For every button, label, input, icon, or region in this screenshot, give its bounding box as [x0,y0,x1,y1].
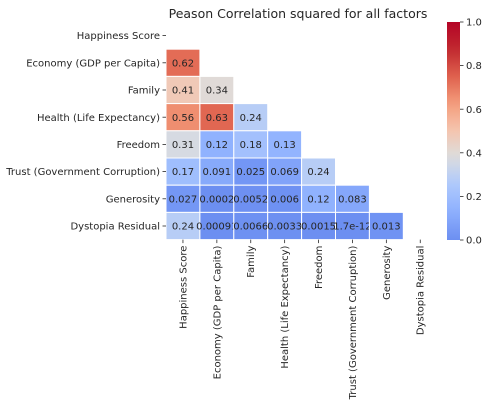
colorbar-tick-label: 0.6 [466,105,482,116]
column-label: Happiness Score [178,246,189,329]
row-label: Freedom [117,140,160,151]
row-label: Health (Life Expectancy) [37,113,160,124]
row-label: Dystopia Residual [70,222,160,233]
cell-value-label: 0.17 [172,167,194,178]
cell-value-label: 0.0002 [199,194,234,205]
cell-value-label: 0.0033 [267,222,302,233]
cell-value-label: 0.006 [270,194,299,205]
column-label: Trust (Government Corruption) [348,246,359,401]
row-label: Family [128,86,160,97]
cell-value-label: 0.0066 [233,222,268,233]
cell-value-label: 0.12 [307,194,329,205]
cell-value-label: 0.13 [274,140,296,151]
cell-value-label: 0.24 [307,167,329,178]
heatmap-cells: 0.62 0.41 0.34 0.56 0.63 0.24 0.31 0.12 0.18 0.13… [166,49,403,239]
row-labels: Happiness Score Economy (GDP per Capita) F… [5,31,166,232]
cell-value-label: 0.00091 [196,222,237,233]
cell-value-label: 0.0015 [301,222,336,233]
cell-value-label: 0.24 [240,113,262,124]
cell-value-label: 0.18 [240,140,262,151]
row-label: Trust (Government Corruption) [5,167,160,178]
cell-value-label: 1.7e-12 [333,222,371,233]
row-label: Generosity [106,194,160,205]
cell-value-label: 0.083 [338,194,367,205]
cell-value-label: 0.31 [172,140,194,151]
row-label: Happiness Score [77,31,160,42]
colorbar-tick-label: 0.4 [466,148,482,159]
cell-value-label: 0.63 [206,113,228,124]
cell-value-label: 0.0052 [233,194,268,205]
cell-value-label: 0.12 [206,140,228,151]
cell-value-label: 0.027 [169,194,198,205]
colorbar: 0.0 0.2 0.4 0.6 0.8 1.0 [447,18,482,247]
colorbar-tick-label: 0.2 [466,192,482,203]
cell-value-label: 0.025 [236,167,265,178]
column-label: Health (Life Expectancy) [280,246,291,369]
colorbar-gradient [447,22,460,240]
cell-value-label: 0.56 [172,113,194,124]
chart-title: Peason Correlation squared for all facto… [169,6,428,21]
cell-value-label: 0.24 [172,222,194,233]
column-label: Economy (GDP per Capita) [212,246,223,380]
column-label: Family [246,246,257,278]
cell-value-label: 0.62 [172,58,194,69]
cell-value-label: 0.069 [270,167,299,178]
cell-value-label: 0.34 [206,86,228,97]
column-labels: Happiness Score Economy (GDP per Capita) F… [178,240,426,401]
colorbar-tick-label: 0.0 [466,236,482,247]
cell-value-label: 0.091 [203,167,232,178]
colorbar-tick-label: 1.0 [466,18,482,29]
column-label: Generosity [382,246,393,300]
column-label: Freedom [314,246,325,289]
column-label: Dystopia Residual [416,246,427,336]
row-label: Economy (GDP per Capita) [26,58,160,69]
cell-value-label: 0.013 [372,222,401,233]
cell-value-label: 0.41 [172,86,194,97]
colorbar-tick-label: 0.8 [466,61,482,72]
